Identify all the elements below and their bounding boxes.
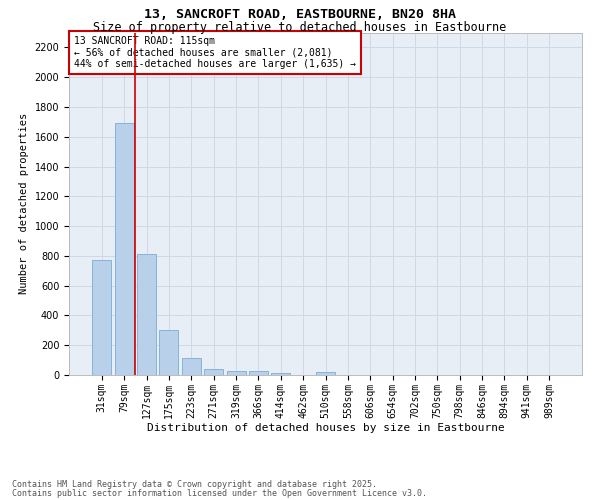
Bar	[160, 330, 178, 375]
Bar	[115, 124, 134, 375]
Text: 13, SANCROFT ROAD, EASTBOURNE, BN20 8HA: 13, SANCROFT ROAD, EASTBOURNE, BN20 8HA	[144, 8, 456, 20]
Bar	[316, 372, 335, 375]
Text: Size of property relative to detached houses in Eastbourne: Size of property relative to detached ho…	[94, 21, 506, 34]
Bar	[204, 369, 223, 375]
Y-axis label: Number of detached properties: Number of detached properties	[19, 113, 29, 294]
Bar	[227, 370, 245, 375]
Bar	[271, 373, 290, 375]
Bar	[182, 358, 201, 375]
X-axis label: Distribution of detached houses by size in Eastbourne: Distribution of detached houses by size …	[146, 424, 505, 434]
Bar	[92, 260, 112, 375]
Text: 13 SANCROFT ROAD: 115sqm
← 56% of detached houses are smaller (2,081)
44% of sem: 13 SANCROFT ROAD: 115sqm ← 56% of detach…	[74, 36, 356, 69]
Bar	[249, 372, 268, 375]
Text: Contains public sector information licensed under the Open Government Licence v3: Contains public sector information licen…	[12, 488, 427, 498]
Bar	[137, 254, 156, 375]
Text: Contains HM Land Registry data © Crown copyright and database right 2025.: Contains HM Land Registry data © Crown c…	[12, 480, 377, 489]
